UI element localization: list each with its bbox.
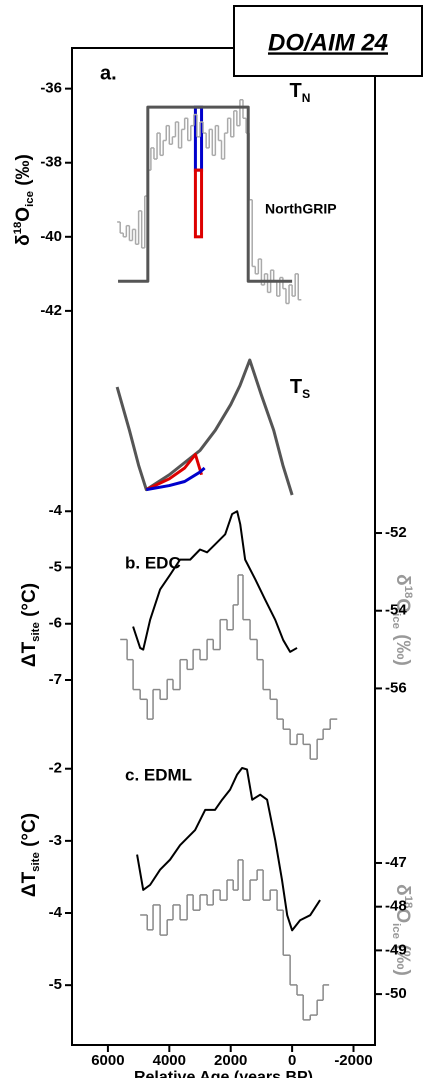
label-part: site bbox=[30, 622, 42, 642]
label-part: (°C) bbox=[19, 583, 40, 622]
y-tick-label: -5 bbox=[49, 976, 62, 993]
label-part: O bbox=[392, 908, 413, 923]
label-part: ΔT bbox=[19, 871, 40, 897]
x-tick-label: 4000 bbox=[153, 1052, 186, 1069]
y-tick-label: -2 bbox=[49, 760, 62, 777]
label-part: T bbox=[290, 80, 302, 102]
series-line bbox=[118, 105, 293, 283]
series-line bbox=[115, 358, 294, 496]
label-part: ice bbox=[390, 923, 402, 939]
y-tick-label: -42 bbox=[40, 302, 62, 319]
label-part: T bbox=[290, 376, 302, 398]
series-line bbox=[136, 766, 321, 932]
label-part: ΔT bbox=[19, 641, 40, 667]
x-tick-label: 2000 bbox=[214, 1052, 247, 1069]
y2-tick-label: -48 bbox=[385, 898, 407, 915]
x-tick-label: 6000 bbox=[91, 1052, 124, 1069]
band bbox=[193, 168, 204, 239]
series-line bbox=[145, 453, 203, 491]
y-tick-label: -36 bbox=[40, 80, 62, 97]
label-part: δ bbox=[13, 234, 34, 246]
panel-label: b. EDC bbox=[125, 553, 181, 572]
label-part: N bbox=[302, 91, 311, 105]
panel-label: c. EDML bbox=[125, 765, 192, 784]
axis-label: TS bbox=[290, 376, 310, 401]
label-part: 18 bbox=[12, 222, 24, 235]
series-line bbox=[146, 466, 206, 492]
y-tick-label: -4 bbox=[49, 904, 63, 921]
series-label: NorthGRIP bbox=[265, 201, 337, 217]
y2-tick-label: -54 bbox=[385, 602, 407, 619]
y-tick-label: -4 bbox=[49, 502, 63, 519]
label-part: O bbox=[13, 207, 34, 222]
x-tick-label: -2000 bbox=[334, 1052, 372, 1069]
y-tick-label: -6 bbox=[49, 615, 62, 632]
label-part: S bbox=[302, 387, 310, 401]
label-part: δ bbox=[392, 884, 413, 896]
axis-label: δ18Oice (‰) bbox=[12, 154, 36, 246]
label-part: (‰) bbox=[392, 629, 413, 666]
y-tick-label: -3 bbox=[49, 832, 62, 849]
label-part: ice bbox=[24, 191, 36, 207]
title-box bbox=[233, 5, 423, 77]
y-tick-label: -38 bbox=[40, 154, 62, 171]
label-part: 18 bbox=[402, 896, 414, 909]
y2-tick-label: -47 bbox=[385, 854, 407, 871]
axis-label: TN bbox=[290, 80, 311, 105]
series-line bbox=[132, 510, 298, 653]
x-axis-label: Relative Age (years BP) bbox=[134, 1069, 313, 1078]
axis-label: δ18Oice (‰) bbox=[390, 884, 414, 976]
y-tick-label: -40 bbox=[40, 228, 62, 245]
label-part: (‰) bbox=[13, 154, 34, 191]
label-part: site bbox=[30, 852, 42, 872]
label-part: (°C) bbox=[19, 813, 40, 852]
y2-tick-label: -50 bbox=[385, 985, 407, 1002]
y2-tick-label: -52 bbox=[385, 524, 407, 541]
y2-tick-label: -49 bbox=[385, 941, 407, 958]
axis-label: ΔTsite (°C) bbox=[19, 813, 42, 897]
title: DO/AIM 24 bbox=[268, 29, 388, 56]
y-tick-label: -5 bbox=[49, 558, 62, 575]
label-part: O bbox=[392, 598, 413, 613]
plot-frame bbox=[71, 47, 376, 1046]
label-part: δ bbox=[392, 574, 413, 586]
y2-tick-label: -56 bbox=[385, 679, 407, 696]
label-part: 18 bbox=[402, 586, 414, 599]
axis-label: δ18Oice (‰) bbox=[390, 574, 414, 666]
panel-label: a. bbox=[100, 62, 117, 84]
x-tick-label: 0 bbox=[288, 1052, 296, 1069]
label-part: (‰) bbox=[392, 939, 413, 976]
y-tick-label: -7 bbox=[49, 671, 62, 688]
axis-label: ΔTsite (°C) bbox=[19, 583, 42, 667]
label-part: ice bbox=[390, 613, 402, 629]
